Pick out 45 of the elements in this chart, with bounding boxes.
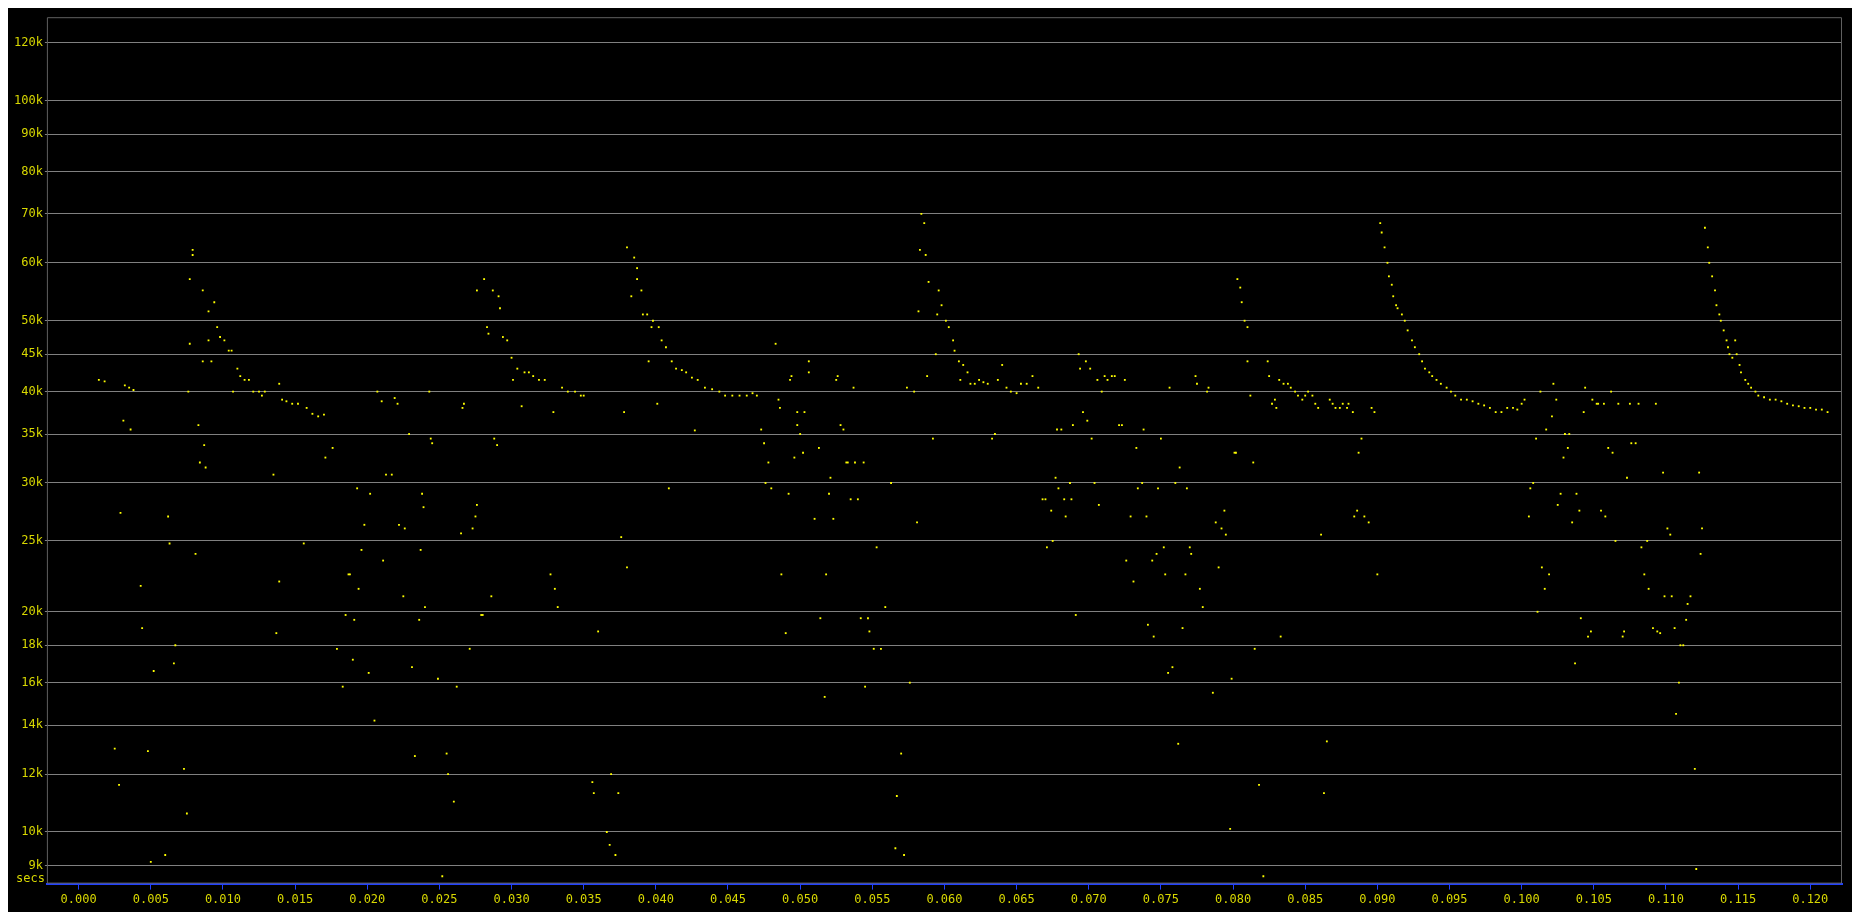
y-tick-label: 35k — [21, 426, 44, 441]
y-tick-label: 100k — [13, 92, 44, 107]
x-axis-title: secs — [15, 870, 45, 885]
x-tick-label: 0.045 — [709, 891, 747, 906]
x-tick-label: 0.050 — [782, 891, 819, 906]
y-tick-label: 30k — [21, 475, 44, 490]
x-tick-label: 0.065 — [998, 891, 1035, 906]
y-tick-label: 25k — [21, 533, 44, 548]
y-tick-label: 12k — [21, 766, 44, 781]
x-tick-label: 0.020 — [349, 891, 386, 906]
y-tick-label: 45k — [21, 346, 44, 361]
x-tick-label: 0.100 — [1503, 891, 1540, 906]
x-tick-label: 0.095 — [1431, 891, 1468, 906]
x-tick-label: 0.090 — [1359, 891, 1396, 906]
x-tick-label: 0.025 — [421, 891, 458, 906]
x-tick-label: 0.060 — [926, 891, 963, 906]
x-tick-label: 0.075 — [1142, 891, 1179, 906]
x-tick-label: 0.030 — [493, 891, 530, 906]
x-tick-label: 0.010 — [204, 891, 242, 906]
y-tick-label: 40k — [21, 383, 44, 398]
y-tick-label: 9k — [28, 857, 44, 872]
y-tick-label: 50k — [21, 312, 44, 327]
x-tick-label: 0.000 — [60, 891, 97, 906]
y-tick-label: 18k — [21, 637, 44, 652]
x-tick-label: 0.055 — [854, 891, 891, 906]
x-tick-label: 0.015 — [277, 891, 314, 906]
y-tick-label: 90k — [21, 126, 44, 141]
x-tick-label: 0.120 — [1792, 891, 1829, 906]
y-tick-label: 70k — [21, 205, 44, 220]
y-tick-label: 60k — [21, 254, 44, 269]
x-tick-label: 0.070 — [1070, 891, 1107, 906]
x-tick-label: 0.035 — [565, 891, 602, 906]
y-tick-label: 14k — [21, 717, 44, 732]
y-tick-label: 16k — [21, 674, 44, 689]
x-tick-label: 0.110 — [1647, 891, 1685, 906]
x-tick-label: 0.115 — [1720, 891, 1757, 906]
x-tick-label: 0.040 — [637, 891, 674, 906]
x-tick-label: 0.080 — [1214, 891, 1252, 906]
x-tick-label: 0.105 — [1575, 891, 1612, 906]
y-tick-label: 120k — [13, 34, 44, 49]
y-tick-label: 10k — [21, 824, 44, 839]
x-tick-label: 0.085 — [1287, 891, 1324, 906]
y-tick-label: 80k — [21, 163, 44, 178]
y-tick-label: 20k — [21, 603, 44, 618]
x-tick-label: 0.005 — [132, 891, 169, 906]
